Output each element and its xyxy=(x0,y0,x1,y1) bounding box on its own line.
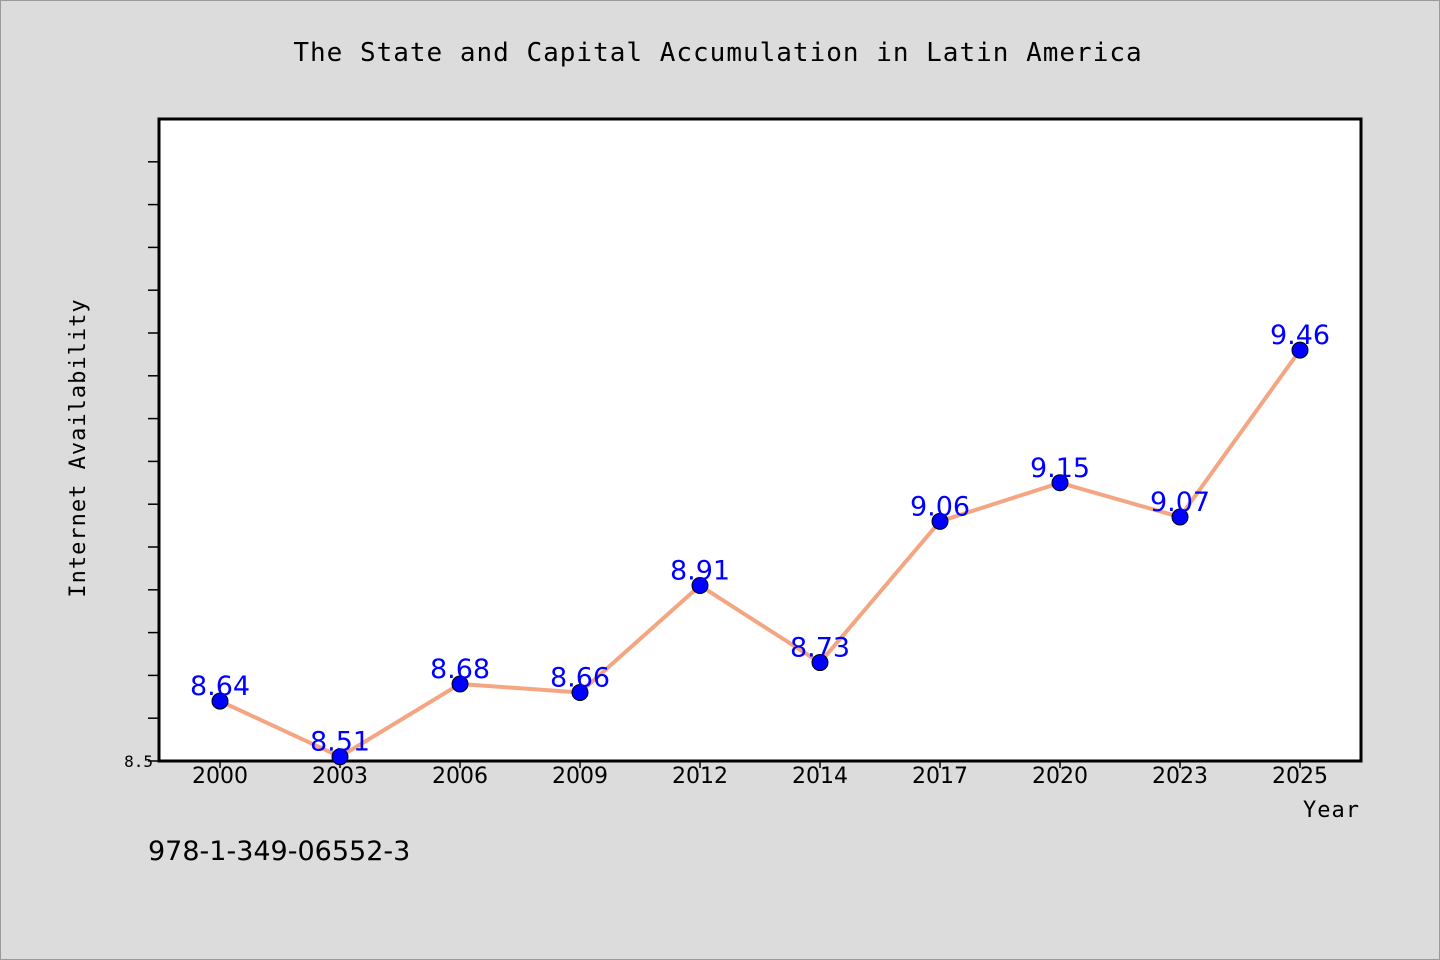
data-point xyxy=(331,748,349,766)
series-markers xyxy=(211,341,1309,766)
data-point xyxy=(571,684,589,702)
data-label: 9.15 xyxy=(1030,453,1090,484)
data-point xyxy=(1171,508,1189,526)
data-point xyxy=(1051,474,1069,492)
data-label: 8.66 xyxy=(550,663,610,694)
x-tick-label: 2023 xyxy=(1152,764,1208,789)
data-labels: 8.64 8.51 8.68 8.66 8.91 8.73 9.06 9.15 9.07 9.46 xyxy=(190,320,1330,758)
data-label: 9.46 xyxy=(1270,320,1330,351)
data-label: 8.91 xyxy=(670,556,730,587)
x-tick-label: 2020 xyxy=(1032,764,1088,789)
x-tick-label: 2025 xyxy=(1272,764,1328,789)
isbn-text: 978-1-349-06552-3 xyxy=(148,836,411,867)
data-point xyxy=(691,577,709,595)
x-tick-label: 2006 xyxy=(432,764,488,789)
y-axis-label: Internet Availability xyxy=(66,298,91,597)
x-tick-label: 2017 xyxy=(912,764,968,789)
series-line xyxy=(219,348,1302,759)
y-axis-ticks: 8.5 xyxy=(124,161,159,771)
data-point xyxy=(811,654,829,672)
data-label: 8.64 xyxy=(190,671,250,702)
chart-title: The State and Capital Accumulation in La… xyxy=(293,38,1142,68)
x-tick-label: 2000 xyxy=(192,764,248,789)
data-label: 8.73 xyxy=(790,633,850,664)
x-tick-label: 2009 xyxy=(552,764,608,789)
x-axis-ticks: 2000 2003 2006 2009 2012 2014 2017 2020 2023 2025 xyxy=(192,761,1328,789)
y-tick-label: 8.5 xyxy=(124,752,153,771)
data-point xyxy=(931,512,949,530)
x-tick-label: 2014 xyxy=(792,764,848,789)
plot-area xyxy=(157,117,1363,763)
data-point xyxy=(211,692,229,710)
x-tick-label: 2012 xyxy=(672,764,728,789)
x-tick-label: 2003 xyxy=(312,764,368,789)
data-label: 8.51 xyxy=(310,727,370,758)
data-point xyxy=(451,675,469,693)
data-point xyxy=(1291,341,1309,359)
data-label: 8.68 xyxy=(430,654,490,685)
x-axis-label: Year xyxy=(1303,798,1360,823)
data-label: 9.07 xyxy=(1150,487,1210,518)
data-label: 9.06 xyxy=(910,491,970,522)
